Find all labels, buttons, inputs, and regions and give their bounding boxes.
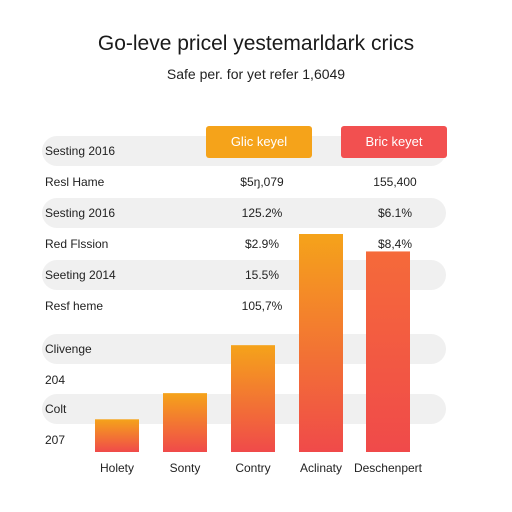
legend-item-glic-keyel: Glic keyel — [206, 126, 312, 158]
category-label: Sonty — [169, 461, 201, 475]
row-label: Colt — [45, 402, 67, 416]
row-label: Resl Hame — [45, 175, 105, 189]
legend-item-bric-keyet: Bric keyet — [341, 126, 447, 158]
row-label: Red Flssion — [45, 237, 109, 251]
category-label: Aclinaty — [299, 461, 343, 475]
bar-sonty — [163, 393, 207, 452]
row-label: Sesting 2016 — [45, 144, 116, 158]
row-value-1: $5ŋ,079 — [240, 175, 284, 189]
row-value-2: $8,4% — [377, 237, 413, 251]
row-band — [42, 198, 446, 228]
bar-deschenpert — [366, 251, 410, 452]
row-label: Clivenge — [45, 342, 92, 356]
bar-holety — [95, 419, 139, 452]
category-label: Holety — [99, 461, 134, 475]
row-label: Seeting 2014 — [45, 268, 116, 282]
row-label: Sesting 2016 — [45, 206, 116, 220]
row-value-1: 15.5% — [244, 268, 280, 282]
row-label: Resf heme — [45, 299, 104, 313]
bar-aclinaty — [299, 234, 343, 452]
chart-subtitle: Safe per. for yet refer 1,6049 — [166, 66, 346, 82]
row-value-1: 125.2% — [241, 206, 283, 220]
row-value-1: $2.9% — [244, 237, 280, 251]
category-label: Contry — [235, 461, 271, 475]
row-value-1: 105,7% — [241, 299, 283, 313]
chart-title: Go-leve pricel yestemarldark crics — [97, 32, 415, 55]
row-label: 207 — [45, 433, 66, 447]
row-label: 204 — [45, 373, 66, 387]
row-value-2: $6.1% — [377, 206, 413, 220]
row-value-2: 155,400 — [373, 175, 417, 189]
category-label: Deschenpert — [353, 461, 423, 475]
bar-contry — [231, 345, 275, 452]
